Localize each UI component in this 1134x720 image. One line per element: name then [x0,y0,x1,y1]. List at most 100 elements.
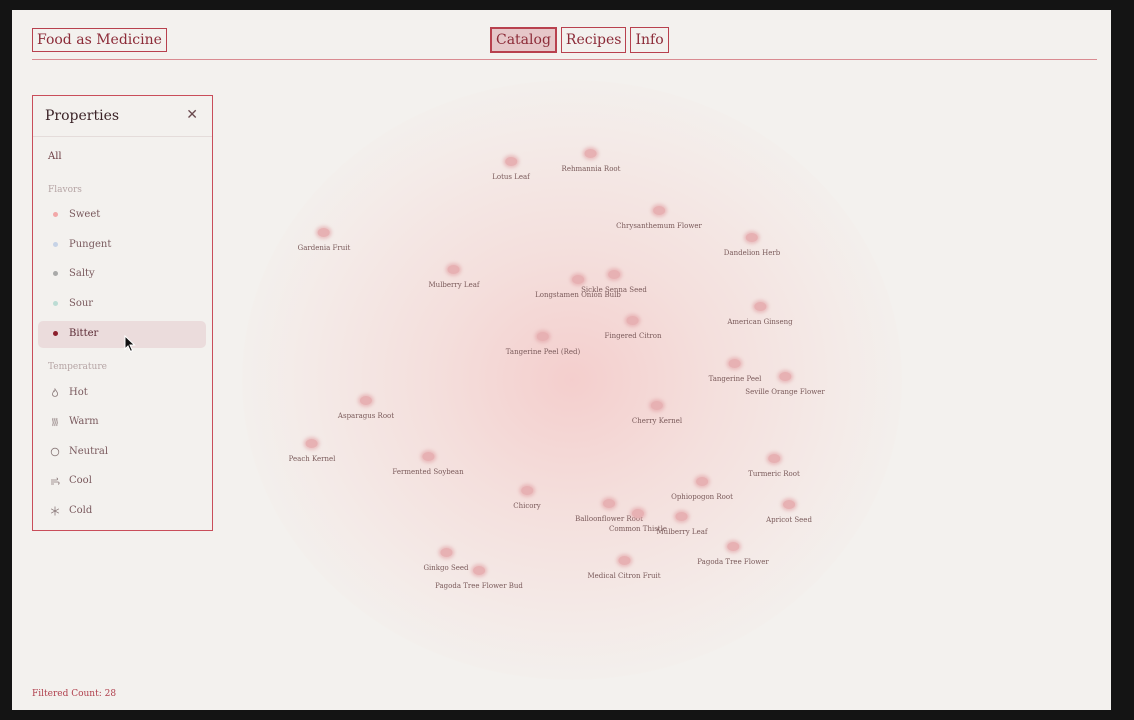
filter-all[interactable]: All [48,151,62,162]
snowflake-icon [50,506,60,516]
ingredient-label: Tangerine Peel (Red) [505,348,581,356]
pungent-dot-icon [50,240,60,250]
circle-icon [50,447,60,457]
flavor-label: Sour [69,298,94,309]
ingredient-dot-icon [305,439,318,448]
ingredient-label: Chrysanthemum Flower [616,222,702,230]
ingredient-label: Gardenia Fruit [297,244,351,252]
temperature-label: Hot [69,387,88,398]
header-divider [32,59,1097,60]
ingredient-dot-icon [608,270,620,279]
ingredient-label: Mulberry Leaf [656,528,708,536]
ingredient-node[interactable]: Rehmannia Root [561,149,621,173]
panel-header: Properties ✕ [33,96,212,137]
ingredient-dot-icon [729,359,741,368]
ingredient-label: Rehmannia Root [561,165,621,173]
ingredient-dot-icon [782,500,795,509]
ingredient-node[interactable]: Mulberry Leaf [656,512,708,536]
ingredient-node[interactable]: Pagoda Tree Flower [697,542,769,566]
main-nav: Catalog Recipes Info [490,27,669,53]
ingredient-node[interactable]: Tangerine Peel (Red) [506,332,580,356]
ingredient-node[interactable]: Mulberry Leaf [428,265,480,289]
ingredient-node[interactable]: Gardenia Fruit [297,228,351,252]
temperature-label: Cold [69,505,93,516]
ingredient-node[interactable]: Sickle Senna Seed [581,270,647,294]
ingredient-node[interactable]: American Ginseng [727,302,793,326]
tab-catalog[interactable]: Catalog [490,27,557,53]
ingredient-label: Fermented Soybean [392,468,464,476]
ingredient-label: Tangerine Peel [708,375,762,383]
ingredient-dot-icon [359,396,372,405]
ingredient-label: Common Thistle [609,525,667,533]
ingredient-dot-icon [472,566,485,575]
flame-icon [50,387,60,398]
ingredient-label: Asparagus Root [337,412,395,420]
ingredient-node[interactable]: Common Thistle [609,509,667,533]
ingredient-dot-icon [422,452,434,461]
ingredient-node[interactable]: Medical Citron Fruit [587,556,661,580]
filtered-count: Filtered Count: 28 [32,689,117,699]
ingredient-dot-icon [440,548,452,557]
flavor-pungent[interactable]: Pungent [38,232,206,259]
ingredient-dot-icon [754,302,766,311]
ingredient-node[interactable]: Longstamen Onion Bulb [535,275,621,299]
ingredient-label: Sickle Senna Seed [581,286,647,294]
temperature-cool[interactable]: Cool [38,468,206,495]
ingredient-dot-icon [572,275,584,284]
temperature-label: Warm [69,416,99,427]
flavors-section-label: Flavors [48,185,82,195]
app-window: Food as Medicine Catalog Recipes Info Lo… [12,10,1111,710]
ingredient-node[interactable]: Asparagus Root [338,396,394,420]
heat-waves-icon [50,417,60,427]
temperature-cold[interactable]: Cold [38,498,206,525]
flavor-salty[interactable]: Salty [38,261,206,288]
ingredient-node[interactable]: Turmeric Root [748,454,800,478]
wind-icon [50,476,60,486]
temperature-neutral[interactable]: Neutral [38,439,206,466]
ingredient-dot-icon [778,372,791,381]
ingredient-label: Longstamen Onion Bulb [535,291,621,299]
ingredient-node[interactable]: Ophiopogon Root [671,477,733,501]
flavor-label: Pungent [69,239,112,250]
ingredient-dot-icon [651,401,663,410]
ingredient-label: Turmeric Root [748,470,800,478]
temperature-hot[interactable]: Hot [38,380,206,407]
flavor-bitter[interactable]: Bitter [38,321,206,348]
ingredient-node[interactable]: Pagoda Tree Flower Bud [435,566,523,590]
ingredient-node[interactable]: Fermented Soybean [392,452,464,476]
temperature-warm[interactable]: Warm [38,409,206,436]
ingredient-dot-icon [676,512,688,521]
flavor-sour[interactable]: Sour [38,291,206,318]
ingredient-dot-icon [585,149,597,158]
flavor-sweet[interactable]: Sweet [38,202,206,229]
close-icon[interactable]: ✕ [186,107,198,123]
bitter-dot-icon [50,329,60,339]
temperature-label: Neutral [69,446,109,457]
ingredient-node[interactable]: Dandelion Herb [724,233,780,257]
ingredient-label: Ophiopogon Root [671,493,733,501]
ingredient-node[interactable]: Ginkgo Seed [423,548,469,572]
ingredient-dot-icon [520,486,533,495]
tab-recipes[interactable]: Recipes [560,27,627,53]
ingredient-node[interactable]: Chicory [513,486,541,510]
ingredient-dot-icon [632,509,644,518]
ingredient-node[interactable]: Fingered Citron [604,316,662,340]
ingredient-node[interactable]: Balloonflower Root [575,499,643,523]
ingredient-node[interactable]: Chrysanthemum Flower [616,206,702,230]
ingredient-node[interactable]: Lotus Leaf [492,157,530,181]
ingredient-node[interactable]: Cherry Kernel [632,401,682,425]
ingredient-node[interactable]: Apricot Seed [766,500,812,524]
ingredient-dot-icon [618,556,630,565]
ingredient-node[interactable]: Peach Kernel [289,439,335,463]
logo-button[interactable]: Food as Medicine [32,28,167,52]
ingredient-label: Fingered Citron [604,332,662,340]
ingredient-dot-icon [767,454,780,463]
ingredient-node[interactable]: Tangerine Peel [708,359,762,383]
tab-info[interactable]: Info [630,27,669,53]
ingredient-label: American Ginseng [727,318,793,326]
ingredient-label: Apricot Seed [766,516,812,524]
ingredient-dot-icon [627,316,639,325]
ingredient-node[interactable]: Seville Orange Flower [745,372,825,396]
ingredient-label: Mulberry Leaf [428,281,480,289]
flavor-label: Bitter [69,328,99,339]
